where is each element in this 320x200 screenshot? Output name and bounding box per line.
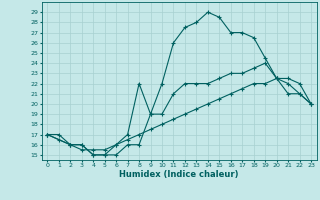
X-axis label: Humidex (Indice chaleur): Humidex (Indice chaleur) bbox=[119, 170, 239, 179]
